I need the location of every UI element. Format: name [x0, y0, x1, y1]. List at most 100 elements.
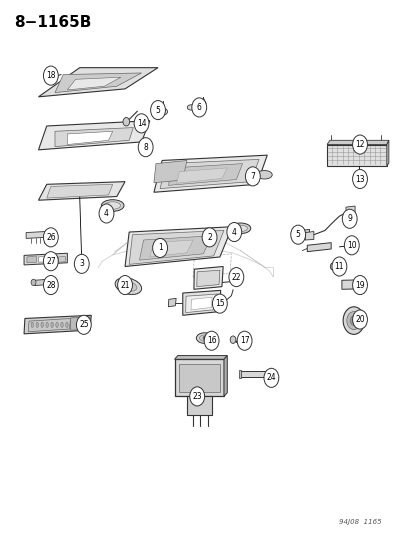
Text: 12: 12: [355, 140, 365, 149]
Ellipse shape: [66, 322, 68, 327]
Text: 7: 7: [250, 172, 255, 181]
Text: Jeep Cherokee: Jeep Cherokee: [133, 239, 184, 252]
Ellipse shape: [41, 322, 44, 327]
Ellipse shape: [120, 281, 137, 291]
Circle shape: [212, 294, 227, 313]
Polygon shape: [346, 206, 355, 215]
Polygon shape: [154, 160, 187, 183]
Circle shape: [142, 141, 150, 151]
Polygon shape: [26, 231, 46, 238]
Circle shape: [343, 307, 364, 334]
Text: 23: 23: [193, 392, 202, 401]
Circle shape: [153, 238, 168, 257]
Circle shape: [117, 276, 132, 295]
Polygon shape: [183, 290, 221, 316]
Text: 26: 26: [46, 233, 56, 242]
Text: 14: 14: [137, 119, 146, 128]
Text: 19: 19: [355, 280, 365, 289]
Polygon shape: [168, 298, 176, 307]
Text: 8: 8: [143, 143, 148, 152]
Circle shape: [204, 331, 219, 350]
Text: 5: 5: [156, 106, 161, 115]
Polygon shape: [224, 356, 227, 397]
Text: 18: 18: [46, 71, 56, 80]
Polygon shape: [39, 182, 125, 200]
Polygon shape: [27, 256, 37, 263]
Text: 4: 4: [232, 228, 237, 237]
Circle shape: [202, 228, 217, 247]
Ellipse shape: [46, 322, 49, 327]
Ellipse shape: [51, 322, 54, 327]
Text: 21: 21: [120, 280, 130, 289]
Ellipse shape: [105, 202, 120, 209]
Polygon shape: [327, 140, 389, 144]
Text: 13: 13: [355, 174, 365, 183]
Circle shape: [74, 254, 89, 273]
Circle shape: [353, 276, 367, 295]
Text: 9: 9: [347, 214, 352, 223]
Polygon shape: [24, 316, 91, 334]
Polygon shape: [39, 256, 46, 262]
Text: 11: 11: [334, 262, 344, 271]
Circle shape: [31, 279, 36, 286]
Polygon shape: [58, 256, 65, 262]
Circle shape: [203, 336, 206, 340]
Ellipse shape: [101, 200, 124, 212]
Polygon shape: [28, 318, 71, 332]
Polygon shape: [55, 73, 142, 93]
Polygon shape: [24, 253, 67, 265]
Ellipse shape: [36, 322, 39, 327]
Polygon shape: [67, 131, 113, 144]
Text: 2: 2: [207, 233, 212, 242]
Text: 20: 20: [355, 315, 365, 324]
Circle shape: [151, 101, 166, 119]
Polygon shape: [55, 127, 133, 147]
Polygon shape: [305, 231, 314, 240]
Text: 8−1165B: 8−1165B: [14, 14, 91, 30]
Text: 94J08  1165: 94J08 1165: [339, 519, 382, 525]
Polygon shape: [239, 370, 241, 378]
Polygon shape: [139, 236, 212, 260]
Circle shape: [123, 117, 129, 126]
Ellipse shape: [115, 278, 142, 295]
Ellipse shape: [234, 225, 247, 231]
Text: 15: 15: [215, 299, 225, 308]
Text: 3: 3: [79, 260, 84, 268]
Ellipse shape: [159, 108, 168, 115]
Text: 22: 22: [232, 272, 241, 281]
Polygon shape: [67, 77, 121, 90]
Polygon shape: [150, 240, 193, 257]
Text: 24: 24: [266, 373, 276, 382]
Circle shape: [227, 222, 242, 241]
Circle shape: [138, 138, 153, 157]
Circle shape: [44, 228, 58, 247]
Polygon shape: [39, 120, 150, 150]
Polygon shape: [168, 164, 242, 185]
Polygon shape: [39, 68, 158, 97]
Circle shape: [44, 252, 58, 271]
Circle shape: [53, 257, 57, 262]
Polygon shape: [160, 159, 259, 189]
Ellipse shape: [61, 322, 63, 327]
Circle shape: [229, 268, 244, 287]
Polygon shape: [178, 364, 220, 392]
Polygon shape: [34, 279, 49, 286]
Polygon shape: [177, 168, 227, 183]
Text: 27: 27: [46, 257, 56, 265]
Polygon shape: [175, 356, 227, 359]
Ellipse shape: [256, 171, 272, 179]
Circle shape: [342, 209, 357, 228]
Polygon shape: [186, 294, 217, 313]
Circle shape: [245, 167, 260, 186]
Circle shape: [264, 368, 279, 387]
Ellipse shape: [196, 333, 213, 343]
Ellipse shape: [56, 322, 58, 327]
Circle shape: [291, 225, 305, 244]
Circle shape: [44, 276, 58, 295]
Circle shape: [353, 169, 367, 189]
Ellipse shape: [200, 335, 210, 341]
Polygon shape: [194, 266, 223, 289]
Text: 5: 5: [296, 230, 300, 239]
Polygon shape: [191, 297, 212, 310]
Circle shape: [134, 114, 149, 133]
